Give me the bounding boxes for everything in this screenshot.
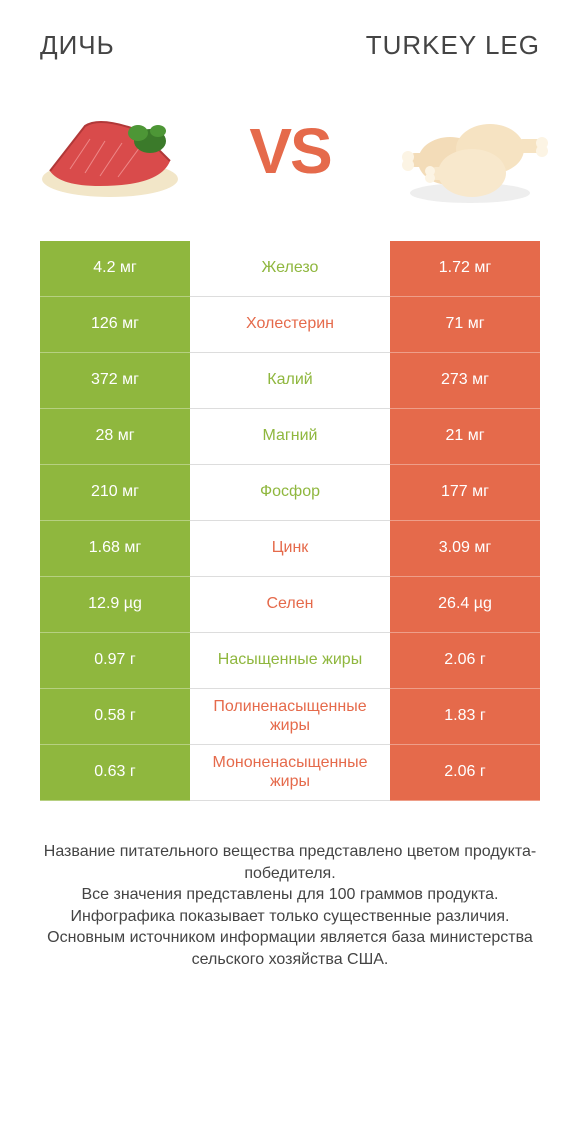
right-value: 2.06 г <box>390 633 540 689</box>
table-row: 4.2 мгЖелезо1.72 мг <box>40 241 540 297</box>
nutrient-label: Цинк <box>190 521 390 577</box>
right-product-title: TURKEY LEG <box>366 30 540 61</box>
table-row: 0.63 гМононенасыщенные жиры2.06 г <box>40 745 540 801</box>
right-value: 26.4 µg <box>390 577 540 633</box>
table-row: 1.68 мгЦинк3.09 мг <box>40 521 540 577</box>
right-product-image <box>390 91 550 211</box>
left-value: 0.63 г <box>40 745 190 801</box>
comparison-table: 4.2 мгЖелезо1.72 мг126 мгХолестерин71 мг… <box>0 241 580 801</box>
table-row: 126 мгХолестерин71 мг <box>40 297 540 353</box>
left-value: 4.2 мг <box>40 241 190 297</box>
left-value: 126 мг <box>40 297 190 353</box>
images-row: VS <box>0 71 580 241</box>
nutrient-label: Магний <box>190 409 390 465</box>
right-value: 177 мг <box>390 465 540 521</box>
nutrient-label: Селен <box>190 577 390 633</box>
nutrient-label: Фосфор <box>190 465 390 521</box>
footer-note: Название питательного вещества представл… <box>0 801 580 971</box>
right-value: 3.09 мг <box>390 521 540 577</box>
left-value: 210 мг <box>40 465 190 521</box>
left-value: 28 мг <box>40 409 190 465</box>
nutrient-label: Железо <box>190 241 390 297</box>
nutrient-label: Полиненасыщенные жиры <box>190 689 390 745</box>
right-value: 273 мг <box>390 353 540 409</box>
table-row: 12.9 µgСелен26.4 µg <box>40 577 540 633</box>
nutrient-label: Мононенасыщенные жиры <box>190 745 390 801</box>
left-value: 0.97 г <box>40 633 190 689</box>
right-value: 1.72 мг <box>390 241 540 297</box>
table-row: 372 мгКалий273 мг <box>40 353 540 409</box>
right-value: 21 мг <box>390 409 540 465</box>
left-value: 0.58 г <box>40 689 190 745</box>
nutrient-label: Калий <box>190 353 390 409</box>
table-row: 0.58 гПолиненасыщенные жиры1.83 г <box>40 689 540 745</box>
nutrient-label: Холестерин <box>190 297 390 353</box>
right-value: 1.83 г <box>390 689 540 745</box>
nutrient-label: Насыщенные жиры <box>190 633 390 689</box>
left-product-image <box>30 91 190 211</box>
left-product-title: ДИЧЬ <box>40 30 115 61</box>
table-row: 210 мгФосфор177 мг <box>40 465 540 521</box>
left-value: 1.68 мг <box>40 521 190 577</box>
header: ДИЧЬ TURKEY LEG <box>0 0 580 71</box>
table-row: 28 мгМагний21 мг <box>40 409 540 465</box>
right-value: 2.06 г <box>390 745 540 801</box>
left-value: 372 мг <box>40 353 190 409</box>
vs-label: VS <box>249 114 330 188</box>
table-row: 0.97 гНасыщенные жиры2.06 г <box>40 633 540 689</box>
right-value: 71 мг <box>390 297 540 353</box>
left-value: 12.9 µg <box>40 577 190 633</box>
